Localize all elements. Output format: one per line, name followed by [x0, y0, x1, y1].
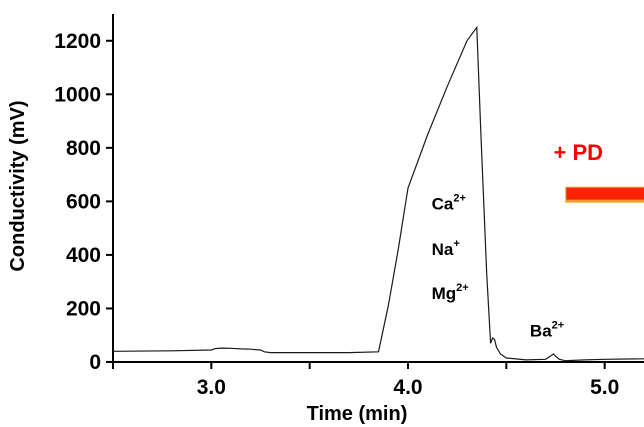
y-tick-label: 800 [66, 137, 101, 160]
x-axis: 3.0 4.0 5.0 [112, 361, 644, 399]
y-tick-label: 1200 [54, 30, 101, 53]
ion-label-charge: 2+ [456, 282, 469, 294]
y-tick-label: 0 [89, 351, 101, 374]
series-group [112, 25, 644, 362]
annotations: Ca2+Na+Mg2+Ba2++ PD [432, 140, 644, 341]
y-tick-label: 1000 [54, 83, 101, 106]
ion-label: Ca2+ [432, 192, 466, 213]
x-tick-label: 4.0 [393, 376, 422, 399]
x-tick-label: 3.0 [197, 376, 226, 399]
ion-label-charge: 2+ [453, 192, 466, 204]
series-line [112, 25, 644, 362]
y-axis: 0 200 400 600 800 1000 1200 [54, 14, 114, 374]
ion-label-base: Na [432, 240, 454, 259]
ion-label-base: Ca [432, 194, 454, 213]
red-annotation-label: + PD [554, 140, 604, 165]
ion-label-charge: + [453, 238, 459, 250]
ion-label: Mg2+ [432, 282, 469, 303]
y-tick-label: 200 [66, 297, 101, 320]
y-tick-label: 400 [66, 244, 101, 267]
y-axis-title: Conductivity (mV) [7, 100, 29, 271]
ion-label-charge: 2+ [552, 320, 565, 332]
ion-label-base: Ba [530, 322, 552, 341]
red-bar [566, 187, 644, 200]
y-tick-label: 600 [66, 190, 101, 213]
ion-label: Na+ [432, 238, 460, 259]
ion-label: Ba2+ [530, 320, 564, 341]
x-axis-title: Time (min) [307, 403, 408, 425]
ion-label-base: Mg [432, 284, 457, 303]
x-tick-label: 5.0 [590, 376, 619, 399]
